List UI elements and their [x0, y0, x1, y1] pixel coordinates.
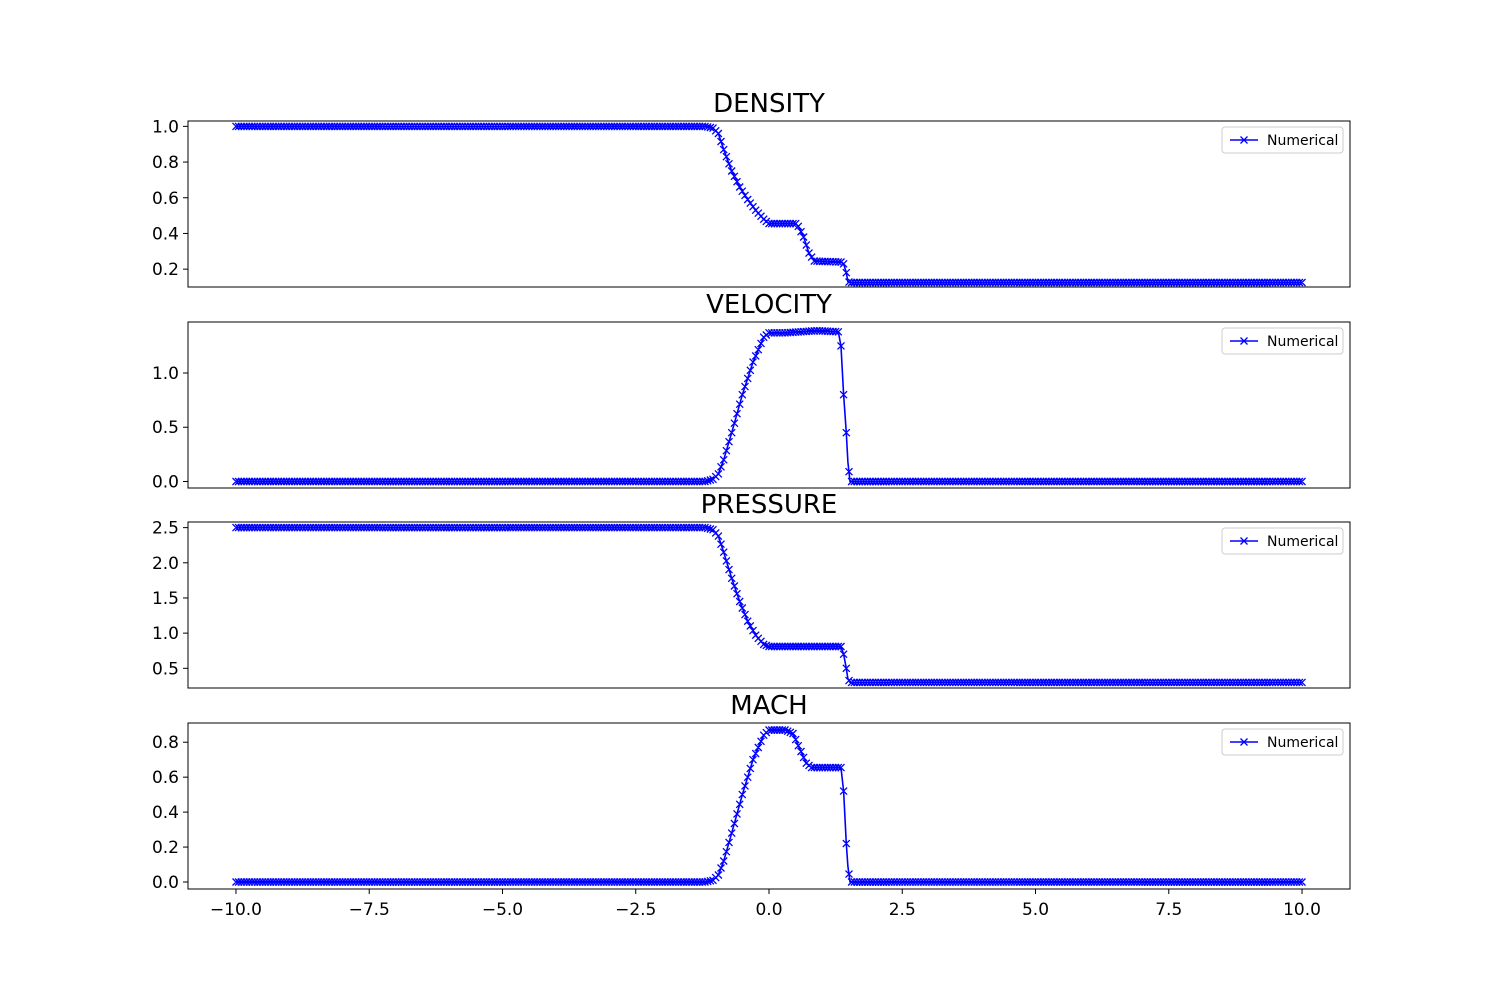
pressure-ytick-label: 1.5	[152, 589, 179, 609]
mach-xtick-label: 10.0	[1283, 900, 1321, 920]
mach-xtick-label: −10.0	[210, 900, 262, 920]
density-ytick-label: 0.8	[152, 153, 179, 173]
pressure-panel: PRESSURE 2.5 2.0 1.5 1.0 0.5 Numerical	[152, 490, 1351, 689]
density-marker-points	[232, 122, 1306, 287]
velocity-series-numerical	[232, 326, 1306, 486]
density-ytick-label: 0.6	[152, 189, 179, 209]
velocity-legend: Numerical	[1221, 327, 1344, 355]
density-series-numerical	[232, 122, 1306, 287]
velocity-axes-frame	[187, 321, 1351, 489]
density-ytick-label: 0.2	[152, 260, 179, 280]
pressure-series-numerical	[232, 523, 1306, 687]
velocity-ytick-label: 0.5	[152, 418, 179, 438]
mach-legend: Numerical	[1221, 728, 1344, 756]
density-panel: DENSITY 1.0 0.8 0.6 0.4 0.2 Numerical	[152, 89, 1351, 288]
mach-xtick-label: −5.0	[482, 900, 523, 920]
pressure-axes-frame	[187, 521, 1351, 689]
pressure-title: PRESSURE	[701, 490, 838, 520]
velocity-ytick-label: 0.0	[152, 472, 179, 492]
mach-title: MACH	[730, 691, 807, 721]
pressure-legend-label: Numerical	[1267, 534, 1338, 550]
pressure-ytick-label: 2.0	[152, 554, 179, 574]
pressure-series-markers	[232, 523, 1306, 687]
mach-series-numerical	[232, 726, 1306, 886]
mach-ytick-label: 0.0	[152, 873, 179, 893]
density-legend-marker	[1240, 136, 1248, 144]
density-legend-box	[1221, 126, 1344, 154]
mach-legend-label: Numerical	[1267, 735, 1338, 751]
mach-ytick-label: 0.2	[152, 838, 179, 858]
density-axes-frame	[187, 120, 1351, 288]
velocity-title: VELOCITY	[706, 290, 832, 320]
mach-marker-points	[232, 726, 1306, 886]
density-legend: Numerical	[1221, 126, 1344, 154]
mach-xtick-label: 7.5	[1155, 900, 1182, 920]
pressure-legend-box	[1221, 527, 1344, 555]
pressure-marker-points	[232, 523, 1306, 687]
mach-ytick-label: 0.6	[152, 768, 179, 788]
mach-xtick-label: 5.0	[1022, 900, 1049, 920]
pressure-ytick-label: 2.5	[152, 519, 179, 539]
density-ytick-label: 0.4	[152, 224, 179, 244]
mach-panel: MACH 0.8 0.6 0.4 0.2 0.0 −10.0 −7.5 −5.0 −2.5 0.0 2…	[152, 691, 1351, 920]
mach-xtick-label: −2.5	[615, 900, 656, 920]
density-series-markers	[232, 122, 1306, 287]
velocity-panel: VELOCITY 1.0 0.5 0.0 Numerical	[152, 290, 1351, 492]
pressure-ytick-label: 0.5	[152, 659, 179, 679]
mach-ytick-label: 0.4	[152, 803, 179, 823]
velocity-ytick-label: 1.0	[152, 364, 179, 384]
mach-legend-box	[1221, 728, 1344, 756]
density-legend-label: Numerical	[1267, 133, 1338, 149]
pressure-ytick-label: 1.0	[152, 624, 179, 644]
mach-legend-marker	[1240, 738, 1248, 746]
velocity-legend-marker	[1240, 337, 1248, 345]
mach-axes-frame	[187, 722, 1351, 890]
mach-xtick-label: −7.5	[349, 900, 390, 920]
density-title: DENSITY	[713, 89, 825, 119]
density-ytick-label: 1.0	[152, 117, 179, 137]
pressure-legend-marker	[1240, 537, 1248, 545]
velocity-series-markers	[232, 326, 1306, 486]
pressure-legend: Numerical	[1221, 527, 1344, 555]
velocity-legend-box	[1221, 327, 1344, 355]
mach-xtick-label: 0.0	[755, 900, 782, 920]
mach-xtick-label: 2.5	[889, 900, 916, 920]
mach-series-markers	[232, 726, 1306, 886]
mach-ytick-label: 0.8	[152, 733, 179, 753]
velocity-marker-points	[232, 326, 1306, 486]
velocity-legend-label: Numerical	[1267, 334, 1338, 350]
